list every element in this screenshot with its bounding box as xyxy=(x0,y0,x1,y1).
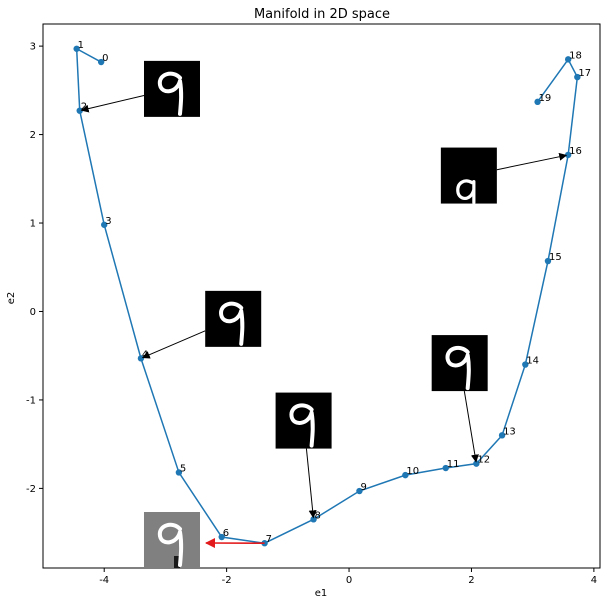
point-label: 14 xyxy=(526,356,539,367)
annotation-arrow xyxy=(82,95,144,110)
point-label: 10 xyxy=(406,466,419,477)
annotation-image xyxy=(432,335,488,391)
x-tick-label: 2 xyxy=(468,575,474,586)
point-label: 0 xyxy=(102,53,108,64)
annotation-arrow xyxy=(497,155,566,169)
annotation-arrow xyxy=(464,391,476,462)
point-label: 8 xyxy=(315,510,321,521)
annotation-image xyxy=(144,512,200,568)
point-label: 4 xyxy=(142,349,148,360)
annotation-image xyxy=(144,61,200,117)
point-label: 5 xyxy=(180,463,186,474)
point-label: 17 xyxy=(578,68,591,79)
point-label: 19 xyxy=(539,93,552,104)
point-label: 12 xyxy=(477,455,490,466)
annotation-arrow xyxy=(306,449,313,518)
point-label: 2 xyxy=(81,102,87,113)
y-tick-label: 0 xyxy=(30,307,36,318)
y-tick-label: 2 xyxy=(30,130,36,141)
annotation-arrow xyxy=(143,331,205,358)
point-label: 18 xyxy=(569,50,582,61)
y-tick-label: 1 xyxy=(30,219,36,230)
x-tick-label: 4 xyxy=(591,575,597,586)
y-tick-label: -2 xyxy=(26,484,36,495)
digit-image-box xyxy=(441,148,497,204)
annotation-image xyxy=(205,291,261,347)
x-tick-label: -4 xyxy=(99,575,109,586)
plot-frame xyxy=(43,24,600,568)
x-axis-label: e1 xyxy=(315,588,328,599)
annotation-image xyxy=(441,148,497,204)
manifold-line xyxy=(77,49,578,543)
point-label: 13 xyxy=(503,426,516,437)
point-label: 6 xyxy=(223,528,229,539)
annotation-image xyxy=(276,393,332,449)
x-tick-label: -2 xyxy=(222,575,232,586)
point-label: 16 xyxy=(569,146,582,157)
point-label: 1 xyxy=(78,40,84,51)
point-label: 9 xyxy=(360,482,366,493)
point-label: 3 xyxy=(105,216,111,227)
point-label: 11 xyxy=(447,459,460,470)
point-label: 7 xyxy=(266,534,272,545)
y-axis-label: e2 xyxy=(6,292,17,305)
y-tick-label: 3 xyxy=(30,42,36,53)
y-tick-label: -1 xyxy=(26,395,36,406)
point-label: 15 xyxy=(549,252,562,263)
chart-title: Manifold in 2D space xyxy=(254,7,390,22)
x-tick-label: 0 xyxy=(346,575,352,586)
